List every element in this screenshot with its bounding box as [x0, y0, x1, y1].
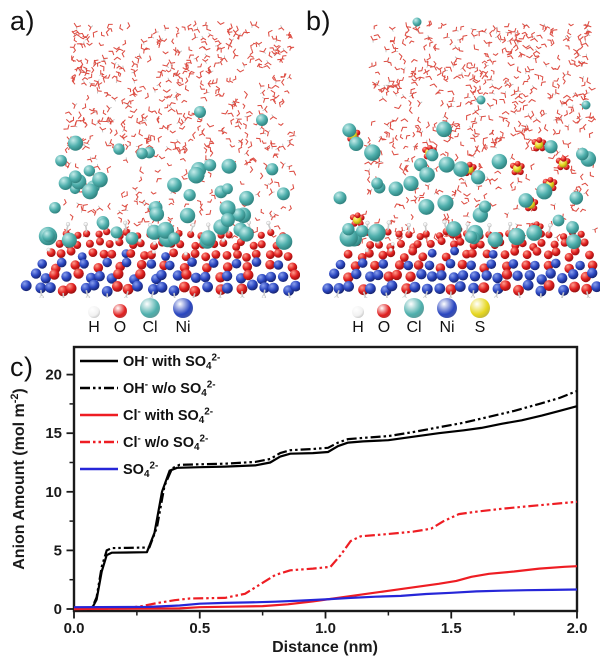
x-tick-label: 1.5	[441, 620, 462, 637]
nickel-hydroxide-slab	[20, 220, 300, 298]
series-1	[74, 405, 578, 611]
o-atom-icon	[377, 304, 391, 318]
legend-label: Cl- w/o SO42-	[123, 434, 208, 454]
atom-legend-item-o: O	[377, 304, 391, 336]
panel-a-label: a)	[10, 6, 36, 36]
anion-amount-chart: 0.0 0.5 1.0 1.5 2.0 0 5 10 15 20 Distance (nm) Anio…	[9, 345, 588, 656]
h-atom-icon	[88, 306, 100, 318]
chloride-ions	[333, 17, 597, 250]
atom-legend-label: H	[88, 319, 100, 336]
atom-legend-label: H	[352, 319, 364, 336]
simulation-snapshot-a	[20, 20, 300, 298]
series-3	[73, 565, 578, 611]
atom-legend-b: H O Cl Ni S	[352, 298, 490, 336]
atom-legend-item-ni: Ni	[173, 298, 193, 336]
simulation-snapshot-b	[322, 17, 600, 298]
y-tick-label: 15	[45, 425, 62, 442]
chloride-ions	[38, 106, 293, 250]
ni-atom-icon	[173, 298, 193, 318]
cl-atom-icon	[140, 298, 160, 318]
atom-legend-label: Cl	[142, 319, 158, 336]
chart-series	[73, 389, 578, 611]
atom-legend-item-cl: Cl	[404, 298, 424, 336]
atom-legend-item-s: S	[470, 298, 490, 336]
panel-b-label: b)	[306, 6, 332, 36]
h-atom-icon	[352, 306, 364, 318]
y-tick-label: 0	[54, 601, 62, 618]
atom-legend-label: O	[113, 319, 127, 336]
panel-c-label: c)	[10, 352, 34, 382]
water-molecules	[63, 20, 297, 244]
atom-legend-item-h: H	[352, 306, 364, 336]
atom-legend-item-h: H	[88, 306, 100, 336]
ni-atom-icon	[437, 298, 457, 318]
cl-atom-icon	[404, 298, 424, 318]
x-axis-title: Distance (nm)	[272, 639, 378, 656]
series-5	[73, 588, 578, 609]
series-4	[73, 500, 578, 611]
legend-label: OH- w/o SO42-	[123, 380, 216, 400]
x-tick-label: 1.0	[315, 620, 336, 637]
x-tick-label: 2.0	[567, 620, 588, 637]
y-tick-label: 10	[45, 484, 62, 501]
x-tick-label: 0.0	[64, 620, 85, 637]
legend-label: SO42-	[123, 461, 158, 481]
legend-label: OH- with SO42-	[123, 353, 220, 373]
water-molecules-shadow	[367, 23, 595, 239]
y-tick-label: 5	[54, 542, 62, 559]
x-tick-label: 0.5	[189, 620, 210, 637]
water-molecules-shadow	[62, 24, 297, 241]
legend-label: Cl- with SO42-	[123, 407, 213, 427]
atom-legend-label: Ni	[439, 319, 455, 336]
s-atom-icon	[470, 298, 490, 318]
atom-legend-a: H O Cl Ni	[88, 298, 193, 336]
atom-legend-label: Cl	[406, 319, 422, 336]
y-tick-label: 20	[45, 367, 62, 384]
atom-legend-label: O	[377, 319, 391, 336]
chart-axes: 0.0 0.5 1.0 1.5 2.0 0 5 10 15 20 Distance (nm) Anio…	[9, 345, 588, 656]
atom-legend-item-ni: Ni	[437, 298, 457, 336]
atom-legend-label: S	[474, 319, 486, 336]
y-axis-title: Anion Amount (mol m-2)	[9, 388, 28, 570]
atom-legend-item-o: O	[113, 304, 127, 336]
atom-legend-label: Ni	[175, 319, 191, 336]
o-atom-icon	[113, 304, 127, 318]
chart-legend: OH- with SO42- OH- w/o SO42- Cl- with SO42…	[80, 353, 220, 481]
atom-legend-item-cl: Cl	[140, 298, 160, 336]
series-2	[74, 389, 578, 611]
